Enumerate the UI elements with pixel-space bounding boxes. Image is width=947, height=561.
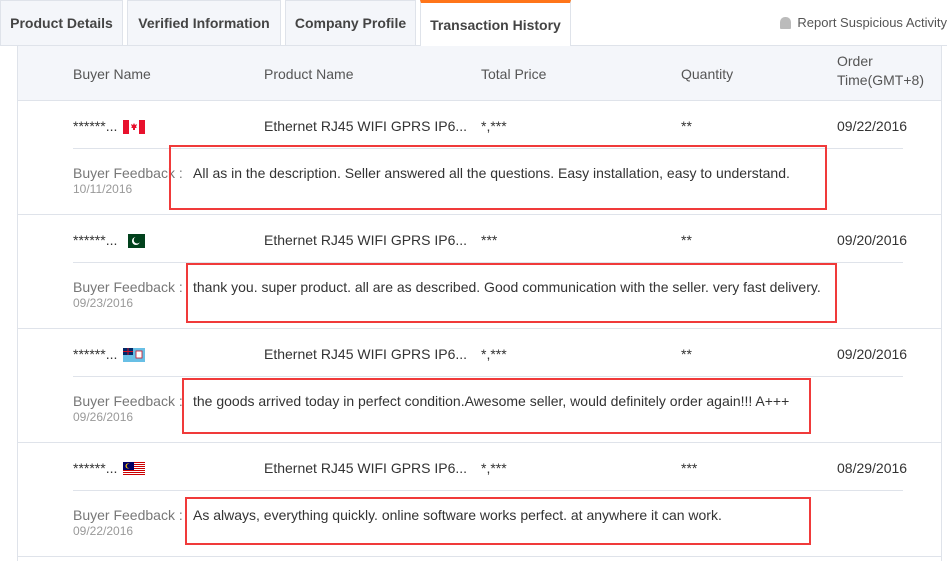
feedback-text: the goods arrived today in perfect condi… <box>193 393 790 409</box>
buyer-name: ******... <box>73 346 146 363</box>
feedback-text: All as in the description. Seller answer… <box>193 165 790 181</box>
feedback-date: 09/23/2016 <box>73 296 134 310</box>
product-name-link[interactable]: Ethernet RJ45 WIFI GPRS IP6... <box>264 346 468 362</box>
total-price: *,*** <box>481 460 507 476</box>
product-name-link[interactable]: Ethernet RJ45 WIFI GPRS IP6... <box>264 460 468 476</box>
feedback-text: As always, everything quickly. online so… <box>193 507 722 523</box>
table-row: ******... Ethernet RJ45 WIFI GPRS IP6...… <box>18 443 941 557</box>
header-buyer-name: Buyer Name <box>73 66 151 82</box>
order-time: 09/20/2016 <box>837 232 908 248</box>
header-product-name: Product Name <box>264 66 354 82</box>
buyer-feedback-label: Buyer Feedback : <box>73 165 183 181</box>
quantity: ** <box>681 232 692 248</box>
highlight-box <box>169 145 827 210</box>
flag-malaysia-icon <box>123 462 146 477</box>
buyer-name: ******... <box>73 460 146 477</box>
buyer-name: ******... <box>73 118 146 135</box>
tab-bar: Product Details Verified Information Com… <box>0 0 947 47</box>
tab-transaction-history[interactable]: Transaction History <box>420 0 571 47</box>
total-price: *,*** <box>481 118 507 134</box>
flag-fiji-icon <box>123 348 146 363</box>
feedback-date: 09/26/2016 <box>73 410 134 424</box>
header-total-price: Total Price <box>481 66 547 82</box>
tab-company-profile[interactable]: Company Profile <box>285 0 416 46</box>
row-divider <box>73 490 903 491</box>
row-divider <box>73 148 903 149</box>
order-time: 09/22/2016 <box>837 118 908 134</box>
feedback-date: 10/11/2016 <box>73 182 133 196</box>
buyer-name-text: ******... <box>73 118 118 134</box>
header-quantity: Quantity <box>681 66 734 82</box>
flag-canada-icon <box>123 120 146 135</box>
quantity: ** <box>681 346 692 362</box>
report-suspicious-activity-link[interactable]: Report Suspicious Activity <box>780 15 947 30</box>
tab-verified-information[interactable]: Verified Information <box>127 0 281 46</box>
report-label: Report Suspicious Activity <box>797 15 947 30</box>
table-row: ******... Ethernet RJ45 WIFI GPRS IP6...… <box>18 101 941 215</box>
row-divider <box>73 376 903 377</box>
buyer-feedback-label: Buyer Feedback : <box>73 393 183 409</box>
table-header: Buyer Name Product Name Total Price Quan… <box>18 46 941 101</box>
buyer-name-text: ******... <box>73 346 118 362</box>
feedback-date: 09/22/2016 <box>73 524 134 538</box>
total-price: *,*** <box>481 346 507 362</box>
order-time: 09/20/2016 <box>837 346 908 362</box>
flag-pakistan-icon <box>123 234 146 249</box>
order-time: 08/29/2016 <box>837 460 908 476</box>
buyer-feedback-label: Buyer Feedback : <box>73 279 183 295</box>
quantity: *** <box>681 460 698 476</box>
bell-icon <box>780 16 792 29</box>
highlight-box <box>182 378 811 434</box>
buyer-name-text: ******... <box>73 232 118 248</box>
feedback-text: thank you. super product. all are as des… <box>193 279 821 295</box>
buyer-name: ******... <box>73 232 146 249</box>
buyer-feedback-label: Buyer Feedback : <box>73 507 183 523</box>
total-price: *** <box>481 232 498 248</box>
tab-product-details[interactable]: Product Details <box>0 0 123 46</box>
row-divider <box>73 262 903 263</box>
buyer-name-text: ******... <box>73 460 118 476</box>
header-order-time: Order Time(GMT+8) <box>837 53 924 88</box>
quantity: ** <box>681 118 692 134</box>
product-name-link[interactable]: Ethernet RJ45 WIFI GPRS IP6... <box>264 232 468 248</box>
transaction-table: Buyer Name Product Name Total Price Quan… <box>17 46 942 561</box>
table-row: ******... Ethernet RJ45 WIFI GPRS IP6...… <box>18 215 941 329</box>
product-name-link[interactable]: Ethernet RJ45 WIFI GPRS IP6... <box>264 118 468 134</box>
table-row: ******... Ethernet RJ45 WIFI GPRS IP6...… <box>18 329 941 443</box>
highlight-box <box>185 497 811 545</box>
highlight-box <box>186 263 837 323</box>
